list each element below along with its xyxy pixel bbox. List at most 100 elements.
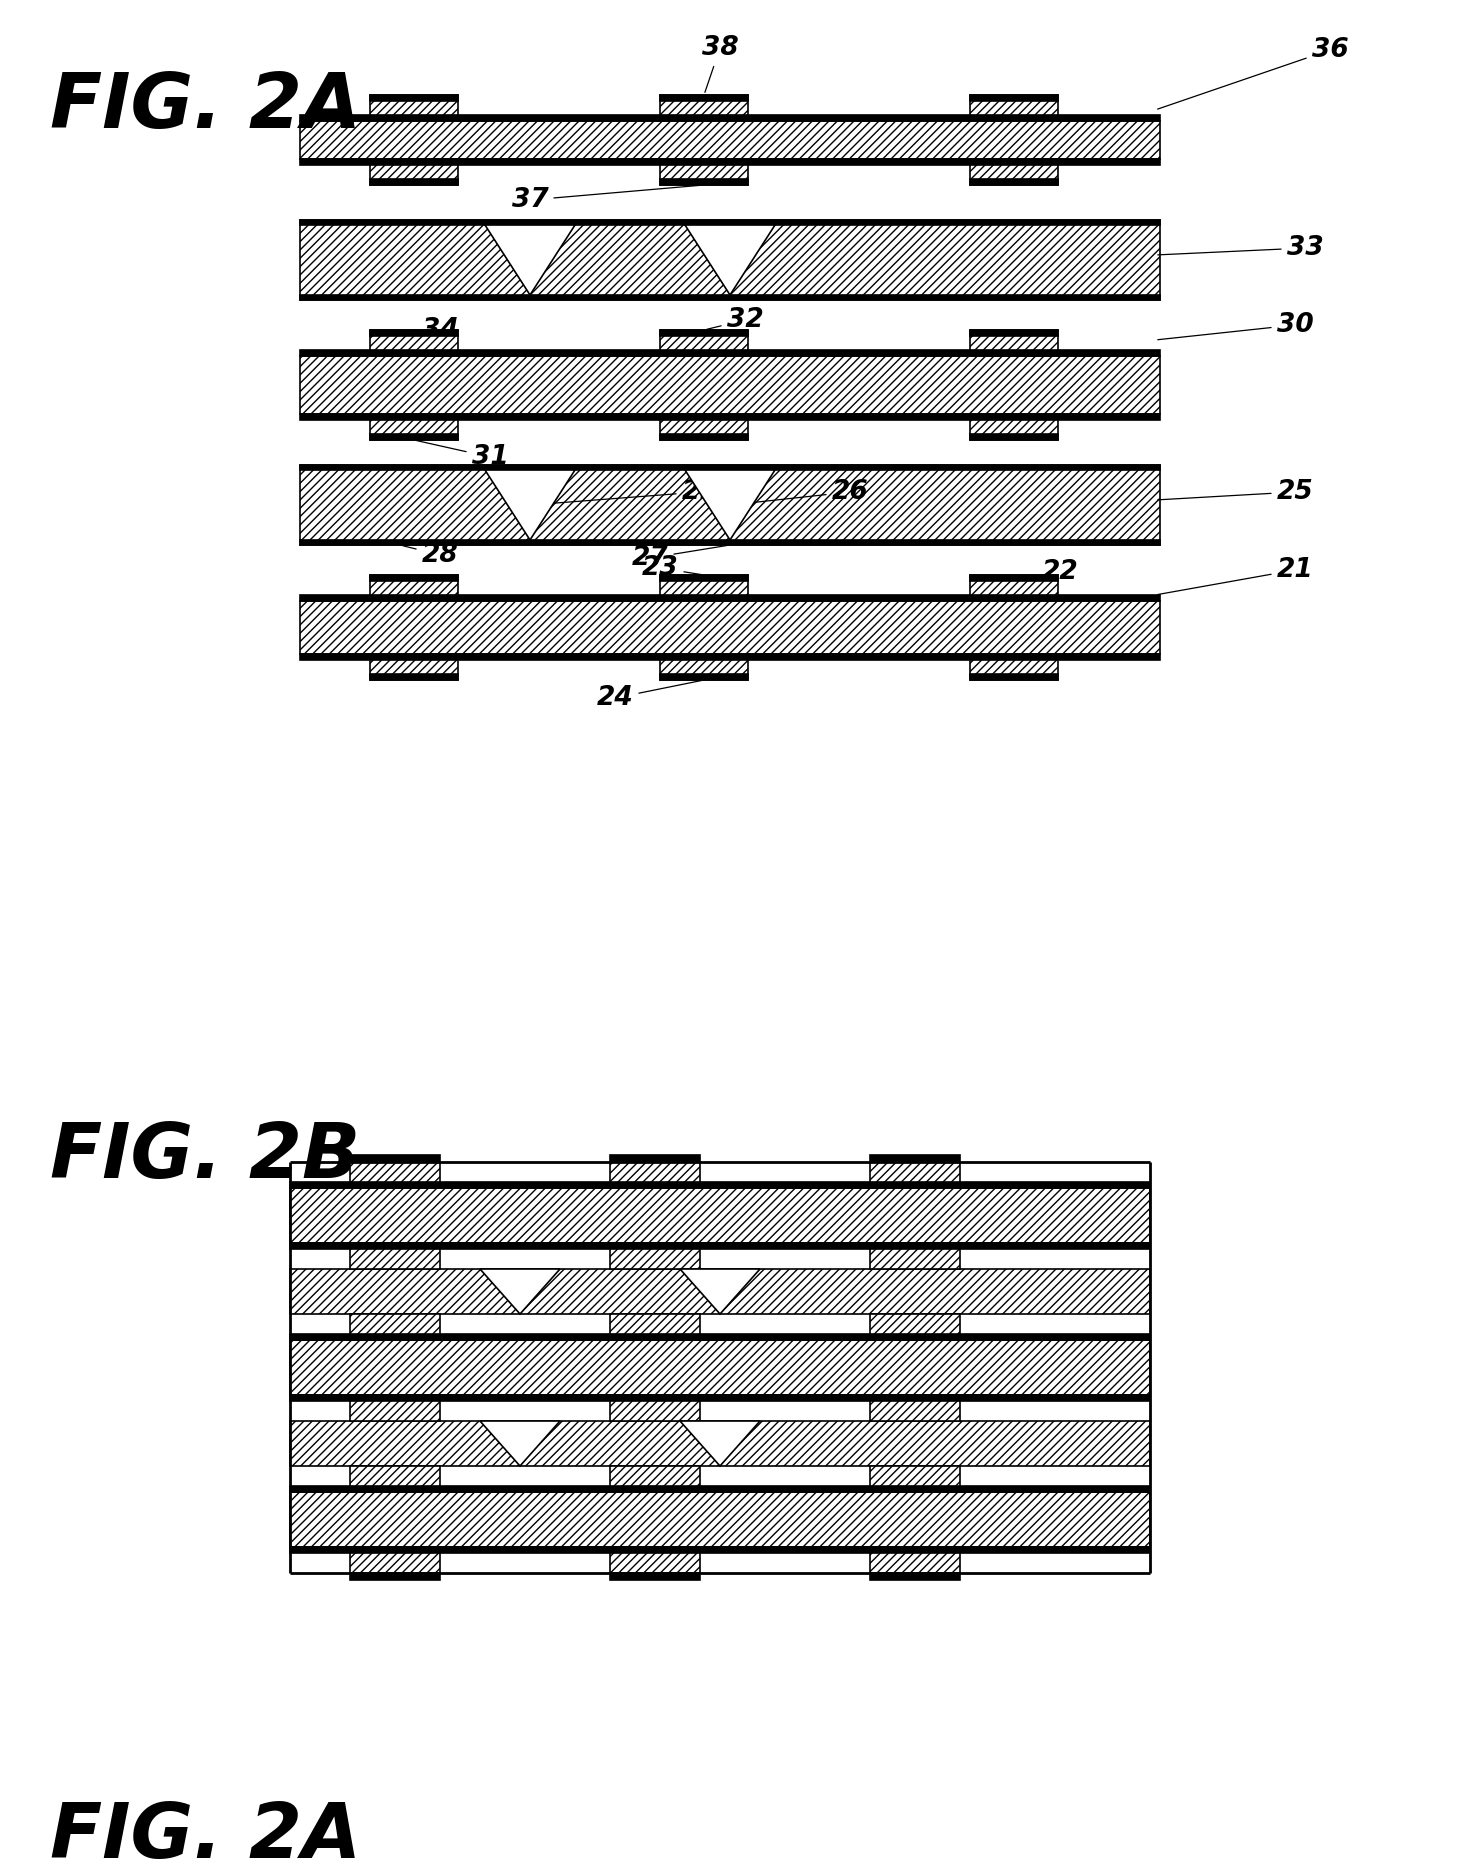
Text: 31: 31 (417, 441, 508, 469)
Text: 33: 33 (1158, 236, 1323, 262)
Bar (611, 1249, 700, 1270)
Bar (299, 595, 1160, 600)
Bar (970, 329, 1058, 350)
Bar (871, 1401, 960, 1421)
Polygon shape (680, 1421, 760, 1466)
Text: FIG. 2B: FIG. 2B (50, 1120, 360, 1195)
Bar (291, 1395, 1149, 1401)
Bar (370, 574, 458, 582)
Bar (970, 660, 1058, 681)
Bar (871, 1466, 960, 1487)
Bar (299, 221, 1160, 224)
Bar (349, 1156, 440, 1161)
Bar (299, 654, 1160, 660)
Polygon shape (484, 224, 575, 295)
Bar (299, 295, 1160, 299)
Bar (970, 574, 1058, 582)
Polygon shape (480, 1270, 559, 1315)
Text: 24: 24 (596, 681, 702, 711)
Bar (661, 329, 749, 350)
Bar (370, 180, 458, 185)
Bar (661, 95, 749, 101)
Bar (291, 1341, 1149, 1395)
Bar (871, 1156, 960, 1161)
Text: FIG. 2A: FIG. 2A (50, 69, 361, 144)
Bar (611, 1315, 700, 1333)
Bar (661, 165, 749, 185)
Bar (661, 574, 749, 582)
Polygon shape (480, 1421, 559, 1466)
Bar (970, 421, 1058, 439)
Bar (970, 434, 1058, 439)
Bar (871, 1552, 960, 1573)
Bar (611, 1401, 700, 1421)
Bar (370, 165, 458, 185)
Text: 27: 27 (631, 544, 727, 570)
Bar (349, 1401, 440, 1421)
Bar (661, 180, 749, 185)
Text: 37: 37 (512, 185, 702, 213)
Bar (970, 574, 1058, 595)
Bar (291, 1546, 1149, 1552)
Polygon shape (484, 469, 575, 540)
Bar (349, 1249, 440, 1270)
Bar (299, 466, 1160, 544)
Bar (970, 95, 1058, 101)
Text: FIG. 2A: FIG. 2A (50, 1801, 361, 1870)
Bar (970, 673, 1058, 681)
Bar (611, 1161, 700, 1182)
Bar (370, 329, 458, 350)
Bar (299, 413, 1160, 421)
Bar (970, 329, 1058, 337)
Bar (871, 1573, 960, 1580)
Bar (611, 1466, 700, 1487)
Text: 32: 32 (706, 307, 763, 333)
Polygon shape (686, 224, 775, 295)
Bar (970, 165, 1058, 185)
Bar (370, 95, 458, 101)
Bar (299, 122, 1160, 159)
Bar (661, 673, 749, 681)
Bar (661, 329, 749, 337)
Text: 30: 30 (1158, 312, 1314, 340)
Bar (349, 1315, 440, 1333)
Bar (661, 95, 749, 114)
Text: 23: 23 (642, 555, 702, 582)
Bar (349, 1161, 440, 1182)
Bar (370, 329, 458, 337)
Bar (291, 1421, 1149, 1466)
Bar (349, 1552, 440, 1573)
Bar (871, 1315, 960, 1333)
Bar (291, 1187, 1149, 1244)
Bar (291, 1182, 1149, 1187)
Bar (611, 1552, 700, 1573)
Bar (291, 1492, 1149, 1546)
Text: 29: 29 (533, 479, 718, 505)
Bar (299, 350, 1160, 355)
Bar (611, 1573, 700, 1580)
Bar (291, 1244, 1149, 1249)
Bar (299, 355, 1160, 413)
Bar (291, 1487, 1149, 1492)
Bar (611, 1156, 700, 1161)
Bar (370, 673, 458, 681)
Bar (661, 660, 749, 681)
Text: 22: 22 (1017, 559, 1079, 585)
Bar (299, 221, 1160, 299)
Bar (370, 574, 458, 595)
Bar (291, 1333, 1149, 1341)
Bar (970, 95, 1058, 114)
Bar (299, 159, 1160, 165)
Bar (370, 434, 458, 439)
Bar (661, 574, 749, 595)
Bar (871, 1161, 960, 1182)
Bar (299, 114, 1160, 122)
Bar (661, 421, 749, 439)
Text: 38: 38 (702, 36, 738, 92)
Bar (370, 95, 458, 114)
Text: 25: 25 (1158, 479, 1314, 505)
Text: 28: 28 (402, 542, 458, 568)
Bar (871, 1249, 960, 1270)
Text: 26: 26 (733, 479, 869, 505)
Bar (349, 1573, 440, 1580)
